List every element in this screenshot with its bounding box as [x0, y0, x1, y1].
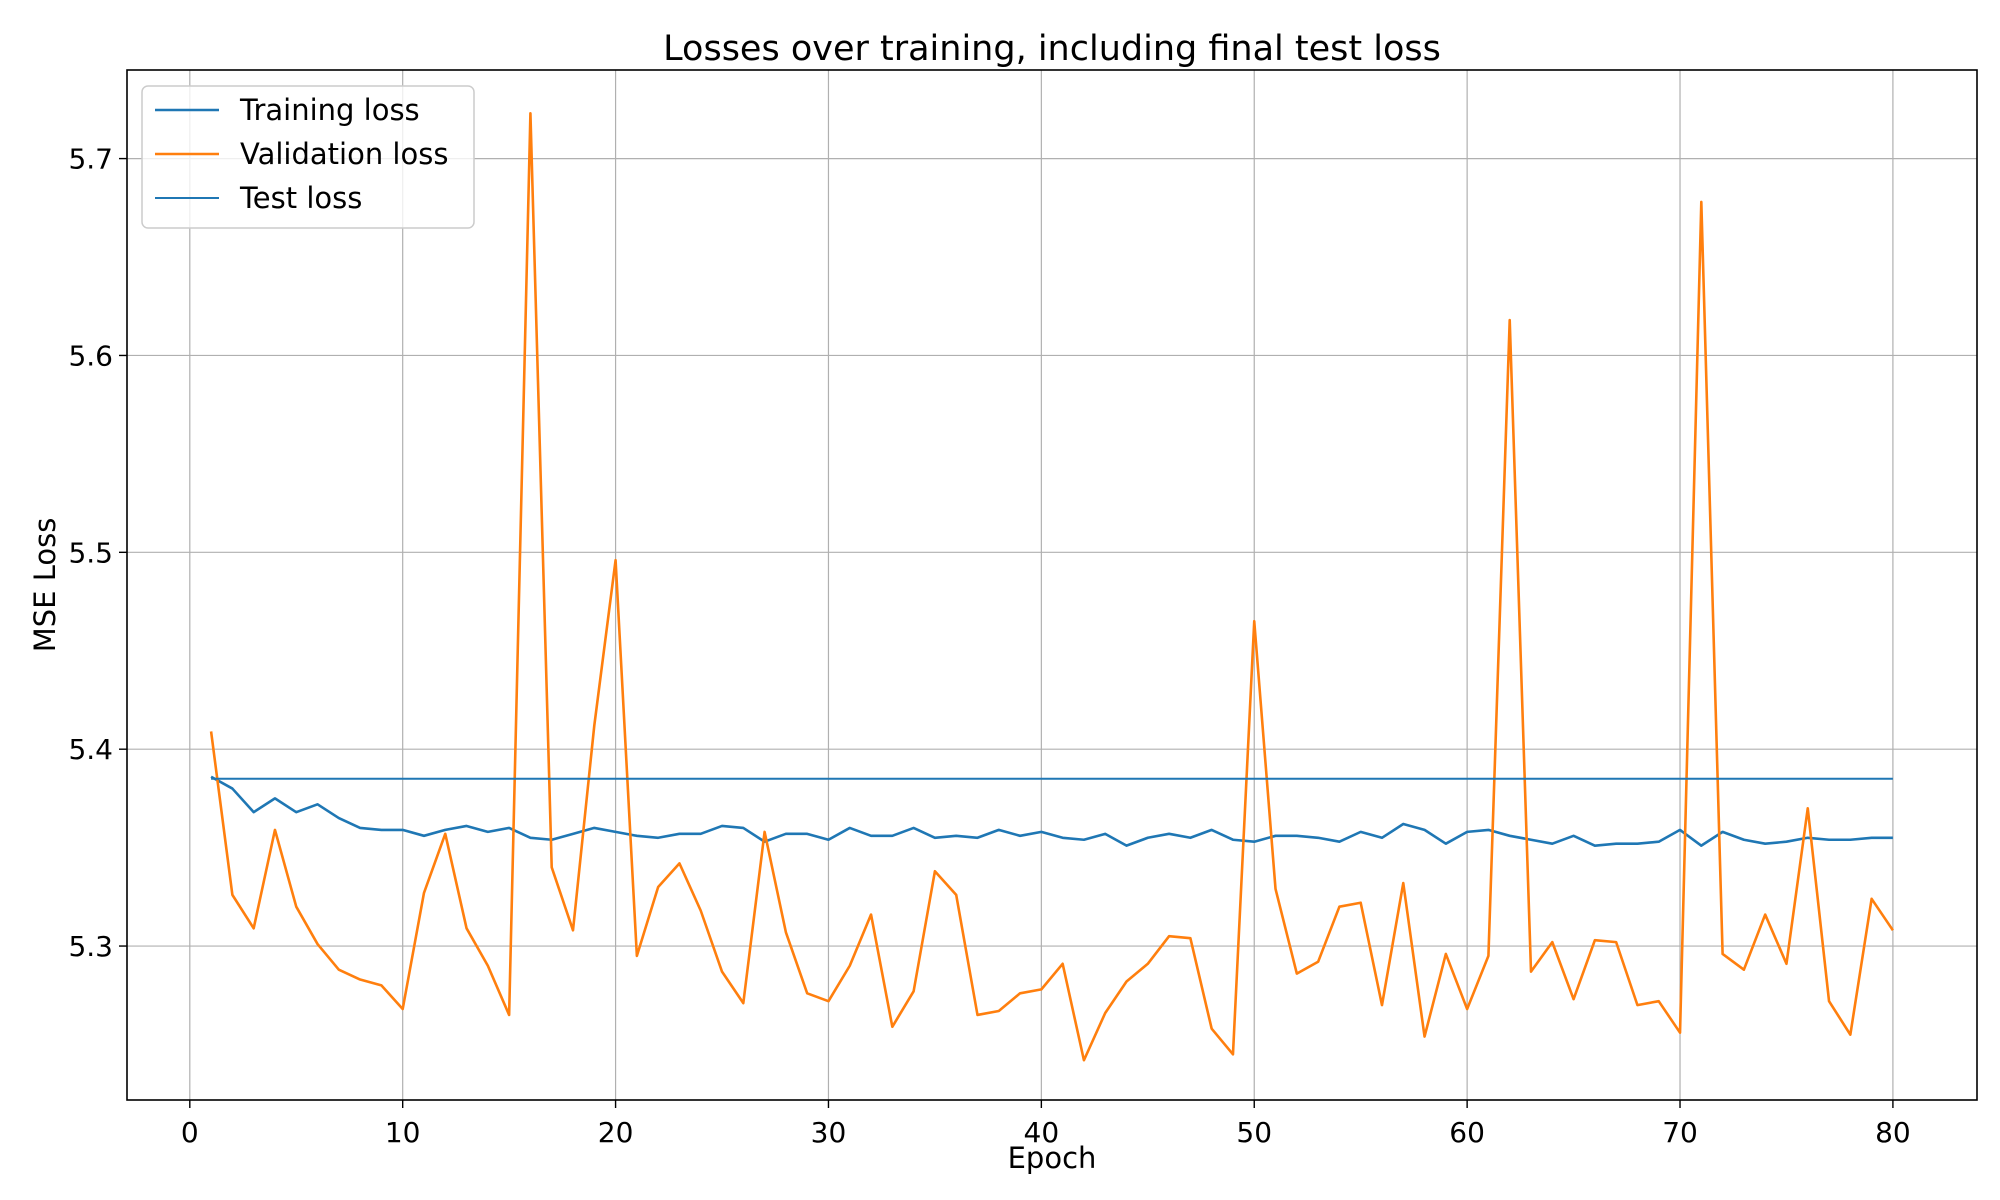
series-layer: [209, 112, 1894, 1062]
x-tick-label: 50: [1236, 1116, 1272, 1149]
x-tick-label: 80: [1875, 1116, 1911, 1149]
x-tick-label: 60: [1449, 1116, 1485, 1149]
grid: [127, 70, 1977, 1100]
y-tick-label: 5.3: [68, 930, 113, 963]
y-axis-label: MSE Loss: [28, 518, 62, 653]
x-tick-label: 10: [385, 1116, 421, 1149]
x-tick-label: 0: [181, 1116, 199, 1149]
y-tick-label: 5.4: [68, 733, 113, 766]
y-axis: 5.3 5.4 5.5 5.6 5.7: [68, 143, 127, 963]
legend-label: Test loss: [239, 181, 362, 215]
plot-frame: [126, 69, 1978, 1101]
x-axis: 0 10 20 30 40 50 60 70 80: [181, 1100, 1911, 1149]
x-tick-label: 70: [1662, 1116, 1698, 1149]
validation-loss-line: [209, 112, 1894, 1062]
x-axis-label: Epoch: [1008, 1141, 1097, 1175]
legend-label: Training loss: [239, 93, 420, 127]
training-loss-line: [210, 775, 1893, 847]
x-tick-label: 30: [811, 1116, 847, 1149]
legend-box: [141, 85, 475, 229]
y-tick-label: 5.6: [68, 339, 113, 372]
legend: Training loss Validation loss Test loss: [141, 85, 475, 229]
legend-label: Validation loss: [240, 137, 448, 171]
y-tick-label: 5.7: [68, 143, 113, 176]
x-tick-label: 20: [598, 1116, 634, 1149]
y-tick-label: 5.5: [68, 536, 113, 569]
x-tick-label: 40: [1024, 1116, 1060, 1149]
chart-title: Losses over training, including final te…: [663, 29, 1441, 69]
